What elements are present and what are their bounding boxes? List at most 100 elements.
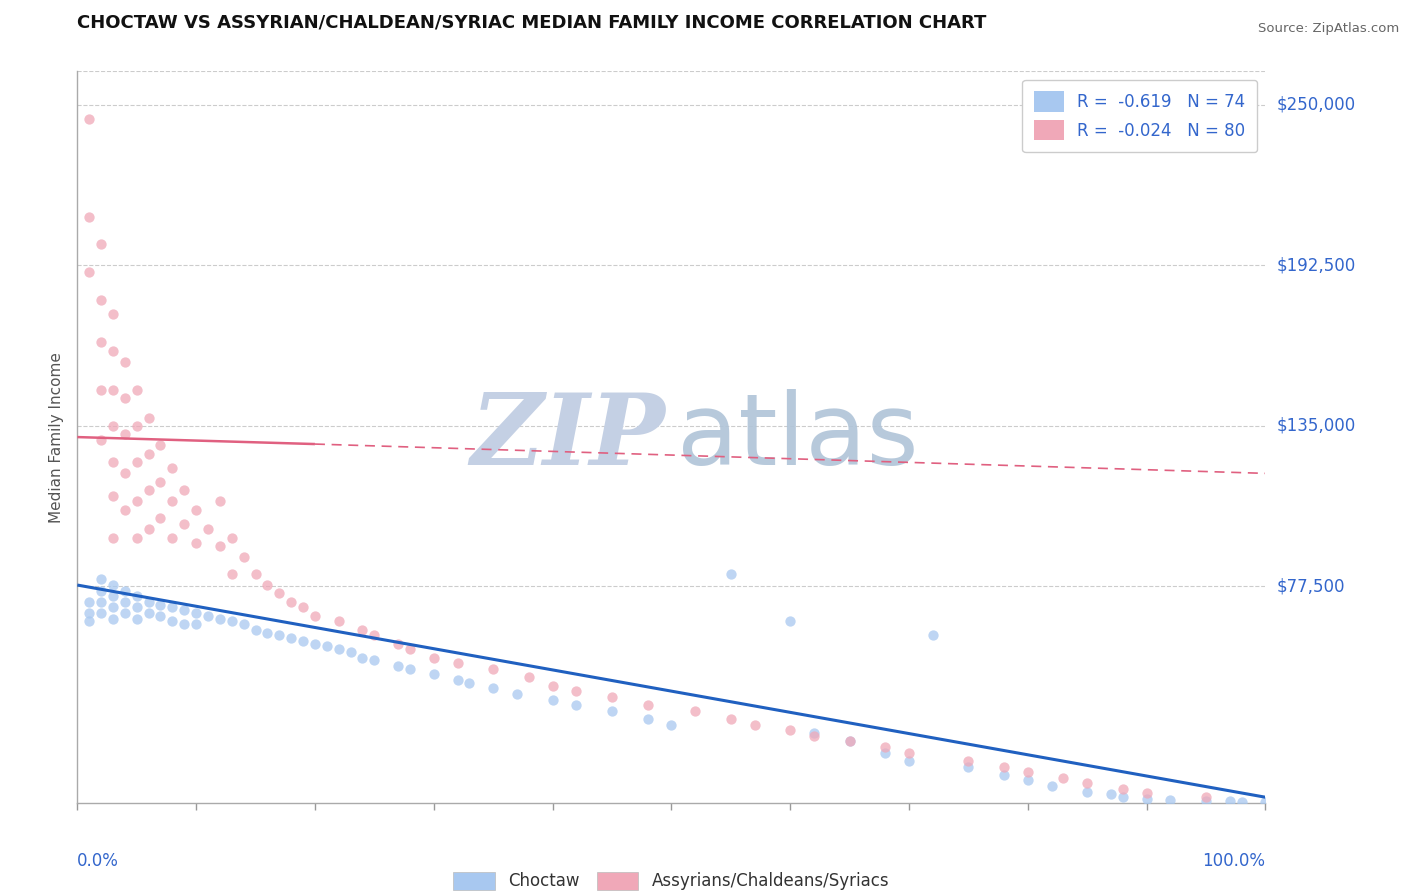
Point bbox=[1052, 771, 1074, 785]
Text: 100.0%: 100.0% bbox=[1202, 852, 1265, 870]
Point bbox=[232, 550, 254, 565]
Point bbox=[1136, 791, 1159, 805]
Point bbox=[232, 617, 254, 632]
Point bbox=[125, 611, 148, 625]
Point bbox=[114, 467, 136, 481]
Point bbox=[1254, 795, 1277, 809]
Point bbox=[292, 633, 315, 648]
Y-axis label: Median Family Income: Median Family Income bbox=[49, 351, 65, 523]
Point bbox=[1040, 779, 1063, 793]
Point bbox=[600, 690, 623, 704]
Point bbox=[101, 418, 124, 433]
Point bbox=[637, 698, 659, 712]
Point bbox=[269, 628, 291, 642]
Point bbox=[197, 608, 219, 623]
Point bbox=[957, 759, 980, 773]
Point bbox=[114, 502, 136, 516]
Text: $192,500: $192,500 bbox=[1277, 256, 1355, 275]
Point bbox=[387, 659, 409, 673]
Point bbox=[114, 595, 136, 609]
Point bbox=[292, 600, 315, 615]
Point bbox=[125, 589, 148, 603]
Point bbox=[363, 653, 385, 667]
Point bbox=[186, 606, 208, 620]
Point bbox=[352, 623, 374, 637]
Point bbox=[101, 600, 124, 615]
Point bbox=[138, 447, 160, 461]
Point bbox=[208, 494, 231, 508]
Point bbox=[90, 595, 112, 609]
Point bbox=[1112, 781, 1135, 796]
Point bbox=[256, 578, 278, 592]
Point bbox=[125, 494, 148, 508]
Point bbox=[162, 494, 184, 508]
Point bbox=[779, 723, 801, 738]
Point bbox=[77, 112, 100, 126]
Point bbox=[423, 667, 446, 681]
Point bbox=[1076, 776, 1098, 790]
Point bbox=[77, 615, 100, 629]
Point bbox=[399, 662, 422, 676]
Point bbox=[1219, 794, 1241, 808]
Point bbox=[363, 628, 385, 642]
Point bbox=[101, 531, 124, 545]
Point bbox=[138, 595, 160, 609]
Point bbox=[458, 675, 481, 690]
Point bbox=[565, 684, 588, 698]
Point bbox=[221, 615, 243, 629]
Point bbox=[315, 640, 337, 654]
Point bbox=[138, 410, 160, 425]
Point bbox=[90, 583, 112, 598]
Point bbox=[77, 265, 100, 279]
Point bbox=[399, 642, 422, 657]
Point bbox=[387, 637, 409, 651]
Point bbox=[661, 717, 683, 731]
Point bbox=[101, 343, 124, 358]
Point bbox=[197, 522, 219, 536]
Legend: Choctaw, Assyrians/Chaldeans/Syriacs: Choctaw, Assyrians/Chaldeans/Syriacs bbox=[447, 865, 896, 892]
Point bbox=[446, 657, 468, 671]
Point bbox=[875, 739, 897, 754]
Point bbox=[114, 391, 136, 405]
Point bbox=[162, 600, 184, 615]
Point bbox=[173, 617, 195, 632]
Point bbox=[90, 573, 112, 587]
Point bbox=[162, 615, 184, 629]
Point bbox=[898, 754, 921, 768]
Point bbox=[101, 383, 124, 397]
Point bbox=[149, 598, 172, 612]
Point bbox=[506, 687, 529, 701]
Point bbox=[328, 615, 350, 629]
Point bbox=[838, 734, 860, 748]
Point bbox=[304, 637, 326, 651]
Point bbox=[77, 606, 100, 620]
Point bbox=[125, 418, 148, 433]
Point bbox=[101, 589, 124, 603]
Point bbox=[245, 623, 267, 637]
Text: ZIP: ZIP bbox=[471, 389, 665, 485]
Point bbox=[1112, 790, 1135, 805]
Point bbox=[1195, 790, 1218, 805]
Point bbox=[114, 606, 136, 620]
Point bbox=[720, 712, 742, 726]
Point bbox=[993, 759, 1015, 773]
Point bbox=[125, 455, 148, 469]
Point bbox=[304, 608, 326, 623]
Point bbox=[446, 673, 468, 687]
Text: atlas: atlas bbox=[678, 389, 920, 485]
Point bbox=[101, 307, 124, 321]
Point bbox=[186, 536, 208, 550]
Point bbox=[173, 516, 195, 531]
Point bbox=[138, 522, 160, 536]
Point bbox=[779, 615, 801, 629]
Point bbox=[423, 650, 446, 665]
Point bbox=[208, 611, 231, 625]
Point bbox=[256, 625, 278, 640]
Point bbox=[269, 586, 291, 600]
Text: $77,500: $77,500 bbox=[1277, 577, 1346, 596]
Point bbox=[114, 354, 136, 368]
Point bbox=[125, 383, 148, 397]
Point bbox=[957, 754, 980, 768]
Point bbox=[138, 483, 160, 497]
Point bbox=[162, 460, 184, 475]
